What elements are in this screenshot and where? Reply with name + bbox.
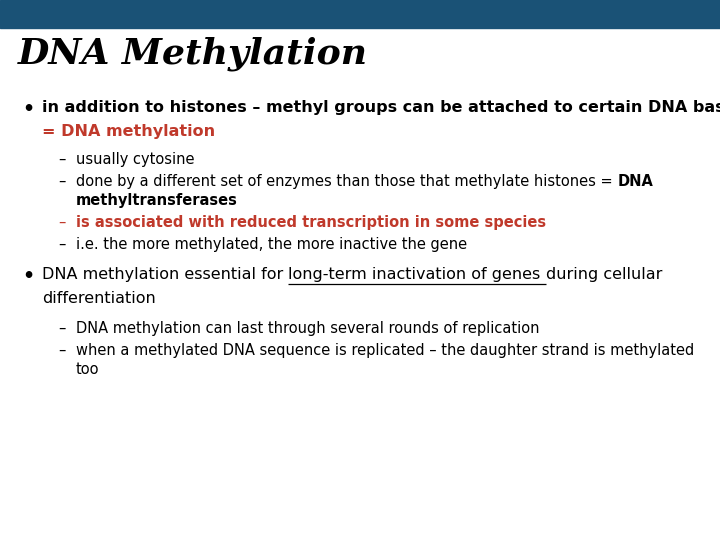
Text: during cellular: during cellular [546, 267, 662, 282]
Text: •: • [22, 267, 34, 286]
Text: –: – [58, 174, 66, 189]
Text: methyltransferases: methyltransferases [76, 193, 238, 208]
Text: is associated with reduced transcription in some species: is associated with reduced transcription… [76, 215, 546, 230]
Text: DNA: DNA [617, 174, 653, 189]
Text: –: – [58, 215, 66, 230]
Bar [0, 0, 720, 28]
Text: done by a different set of enzymes than those that methylate histones =: done by a different set of enzymes than … [76, 174, 617, 189]
Text: –: – [58, 237, 66, 252]
Text: usually cytosine: usually cytosine [76, 152, 194, 167]
Text: in addition to histones – methyl groups can be attached to certain DNA bases: in addition to histones – methyl groups … [42, 100, 720, 115]
Text: differentiation: differentiation [42, 291, 156, 306]
Text: DNA Methylation: DNA Methylation [18, 36, 368, 71]
Text: DNA methylation can last through several rounds of replication: DNA methylation can last through several… [76, 321, 539, 336]
Text: = DNA methylation: = DNA methylation [42, 124, 215, 139]
Text: •: • [22, 100, 34, 119]
Text: DNA methylation essential for: DNA methylation essential for [42, 267, 289, 282]
Text: –: – [58, 152, 66, 167]
Text: –: – [58, 321, 66, 336]
Text: too: too [76, 362, 99, 377]
Text: i.e. the more methylated, the more inactive the gene: i.e. the more methylated, the more inact… [76, 237, 467, 252]
Text: –: – [58, 343, 66, 358]
Text: long-term inactivation of genes: long-term inactivation of genes [289, 267, 546, 282]
Text: when a methylated DNA sequence is replicated – the daughter strand is methylated: when a methylated DNA sequence is replic… [76, 343, 694, 358]
